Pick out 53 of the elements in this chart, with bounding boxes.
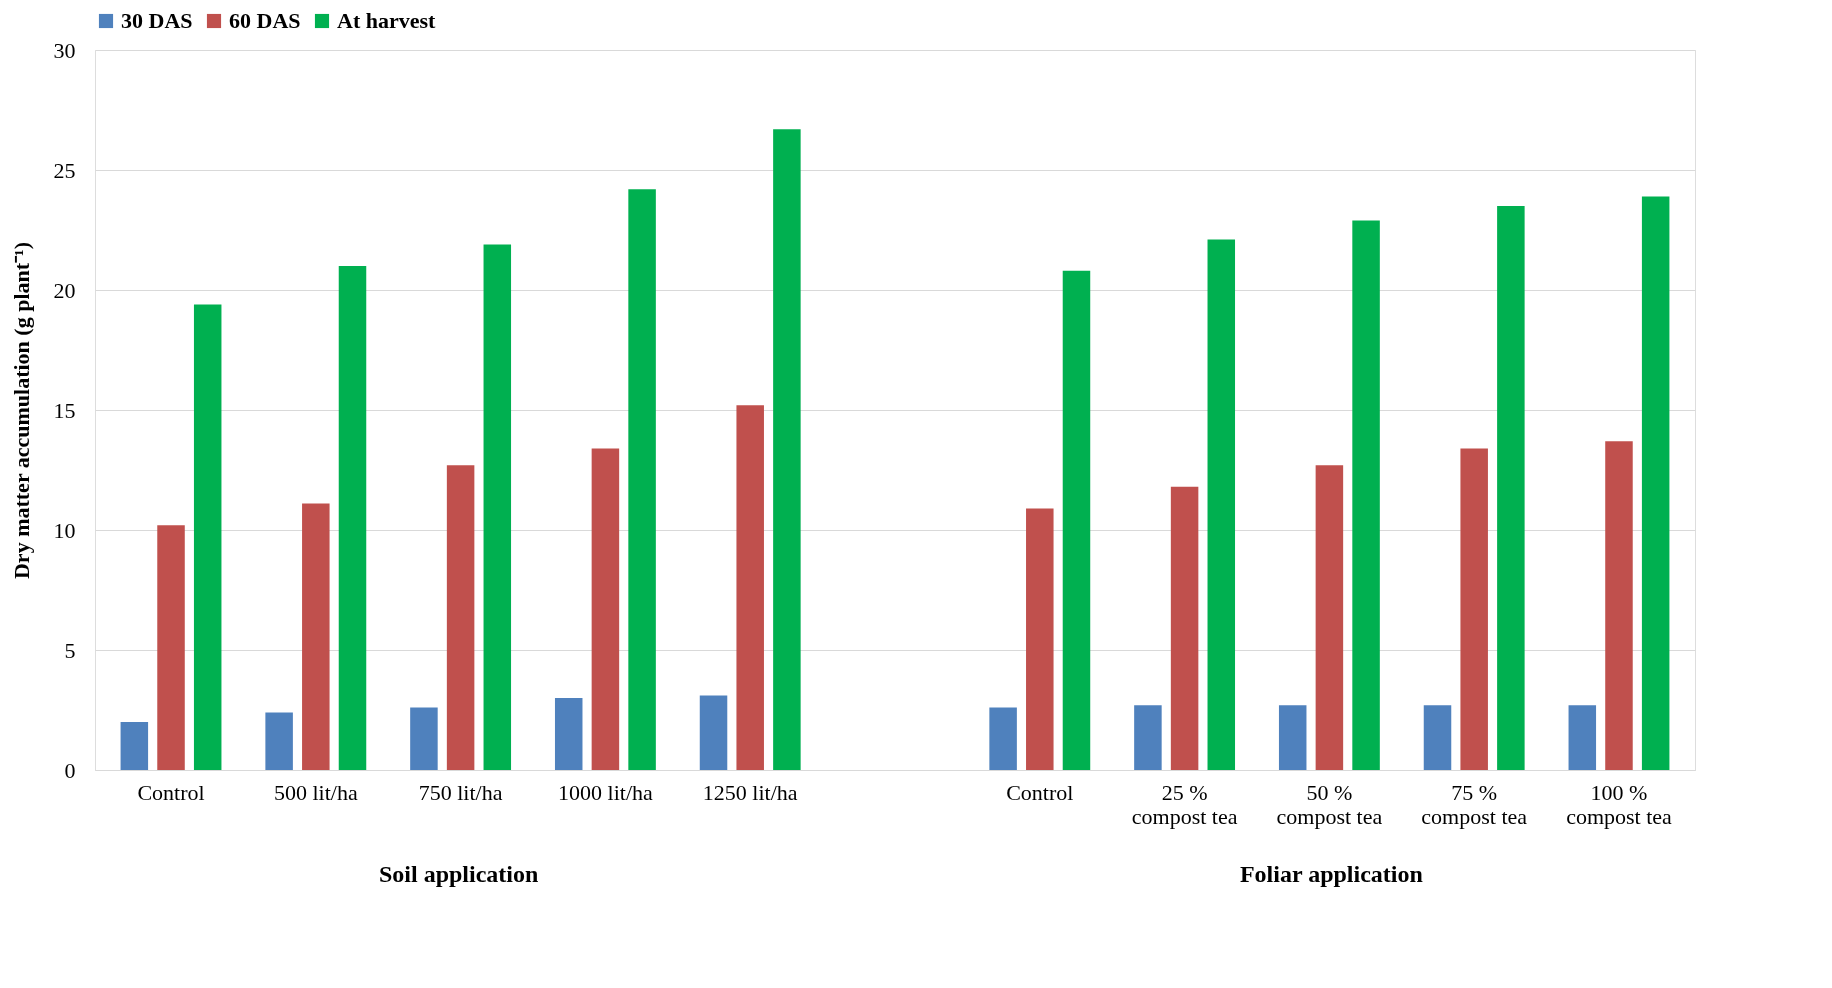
y-tick-label: 5 (64, 637, 76, 663)
bar (193, 304, 222, 770)
bar (1315, 465, 1344, 770)
y-tick-label: 30 (53, 37, 76, 63)
bar (699, 695, 728, 770)
bar (591, 448, 620, 770)
bar (1026, 508, 1054, 770)
bar (554, 698, 583, 770)
bar (483, 244, 512, 770)
x-tick-label: 50 % compost tea (1276, 779, 1383, 829)
y-tick-label: 15 (53, 397, 76, 423)
y-tick-label: 0 (64, 757, 76, 783)
bar (628, 189, 656, 770)
bar (1062, 270, 1091, 770)
x-tick-label: 1250 lit/ha (702, 779, 798, 805)
bar (1497, 206, 1525, 770)
x-tick-label: Control (137, 779, 205, 805)
x-tick-label: 500 lit/ha (273, 779, 358, 805)
x-tick-label: 750 lit/ha (418, 779, 503, 805)
bar (1352, 220, 1380, 770)
bar (1605, 441, 1633, 770)
legend-label: At harvest (337, 8, 437, 33)
bar (410, 707, 438, 770)
bar (1278, 705, 1307, 770)
bar (989, 707, 1017, 770)
bar (302, 503, 330, 770)
bar (338, 266, 367, 770)
bar (120, 722, 149, 770)
legend-label: 30 DAS (121, 8, 193, 33)
bar (265, 712, 293, 770)
bar (1207, 239, 1236, 770)
x-tick-label: 75 % compost tea (1421, 779, 1528, 829)
text: Soil application (378, 861, 539, 887)
bar (1460, 448, 1488, 770)
bar (446, 465, 475, 770)
x-tick-label: 25 % compost tea (1131, 779, 1238, 829)
x-tick-label: 100 % compost tea (1566, 779, 1673, 829)
bar (1423, 705, 1452, 770)
bar (1641, 196, 1670, 770)
bar (157, 525, 185, 770)
y-tick-label: 10 (53, 517, 76, 543)
bar (773, 129, 801, 770)
bar (1134, 705, 1162, 770)
y-tick-label: 20 (53, 277, 76, 303)
bar (1170, 486, 1199, 770)
y-tick-label: 25 (53, 157, 76, 183)
bar (1568, 705, 1597, 770)
bar (736, 405, 764, 770)
x-tick-label: 1000 lit/ha (558, 779, 653, 805)
text: Foliar application (1239, 861, 1423, 887)
y-axis-title: Dry matter accumulation (g plant⁻¹) (8, 241, 34, 580)
legend-label: 60 DAS (229, 8, 301, 33)
x-tick-label: Control (1006, 779, 1074, 805)
